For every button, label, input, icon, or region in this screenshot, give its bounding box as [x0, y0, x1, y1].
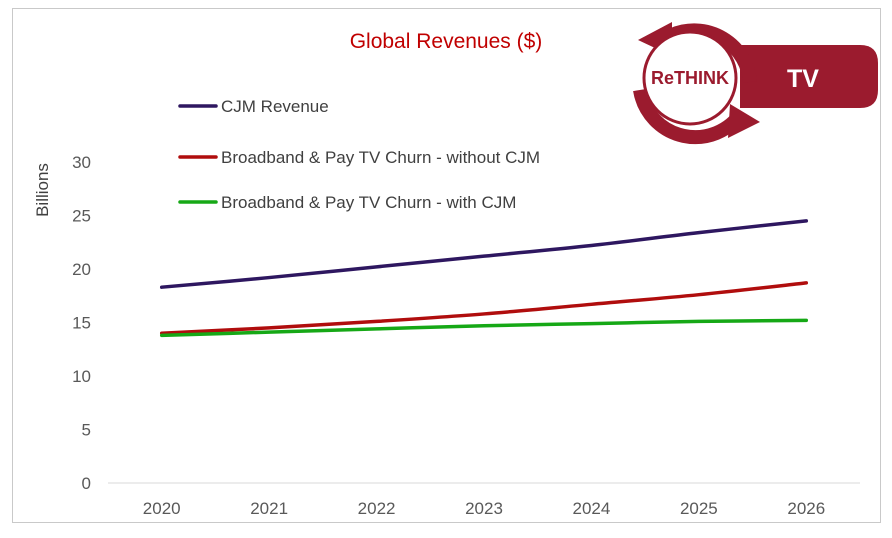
rethink-tv-logo: ReTHINK TV	[633, 22, 878, 145]
series-line	[159, 281, 809, 335]
y-tick-label: 0	[82, 474, 91, 493]
series-line	[159, 318, 809, 338]
y-tick-label: 20	[72, 260, 91, 279]
y-axis: 0 5 10 15 20 25 30	[72, 153, 91, 493]
legend-label: Broadband & Pay TV Churn - without CJM	[221, 148, 540, 167]
x-tick-label: 2026	[787, 499, 825, 518]
x-tick-label: 2025	[680, 499, 718, 518]
y-tick-label: 10	[72, 367, 91, 386]
y-tick-label: 15	[72, 314, 91, 333]
logo-brand-text: ReTHINK	[651, 68, 729, 88]
x-tick-label: 2020	[143, 499, 181, 518]
chart-title: Global Revenues ($)	[350, 30, 543, 53]
x-axis: 2020 2021 2022 2023 2024 2025 2026	[143, 499, 825, 518]
logo-arrow-bottom-icon	[728, 104, 760, 138]
y-tick-label: 5	[82, 421, 91, 440]
logo-tag-text: TV	[787, 65, 819, 93]
legend-label: CJM Revenue	[221, 97, 329, 116]
y-tick-label: 30	[72, 153, 91, 172]
x-tick-label: 2021	[250, 499, 288, 518]
x-tick-label: 2022	[358, 499, 396, 518]
x-tick-label: 2024	[573, 499, 611, 518]
legend-label: Broadband & Pay TV Churn - with CJM	[221, 193, 516, 212]
series-group	[159, 219, 809, 338]
series-line	[159, 219, 809, 289]
y-tick-label: 25	[72, 207, 91, 226]
legend: CJM Revenue Broadband & Pay TV Churn - wi…	[178, 97, 540, 212]
y-axis-label: Billions	[33, 163, 52, 217]
chart-frame	[12, 8, 881, 523]
logo-tv-banner	[740, 45, 878, 108]
x-tick-label: 2023	[465, 499, 503, 518]
logo-inner-ring	[642, 30, 738, 126]
